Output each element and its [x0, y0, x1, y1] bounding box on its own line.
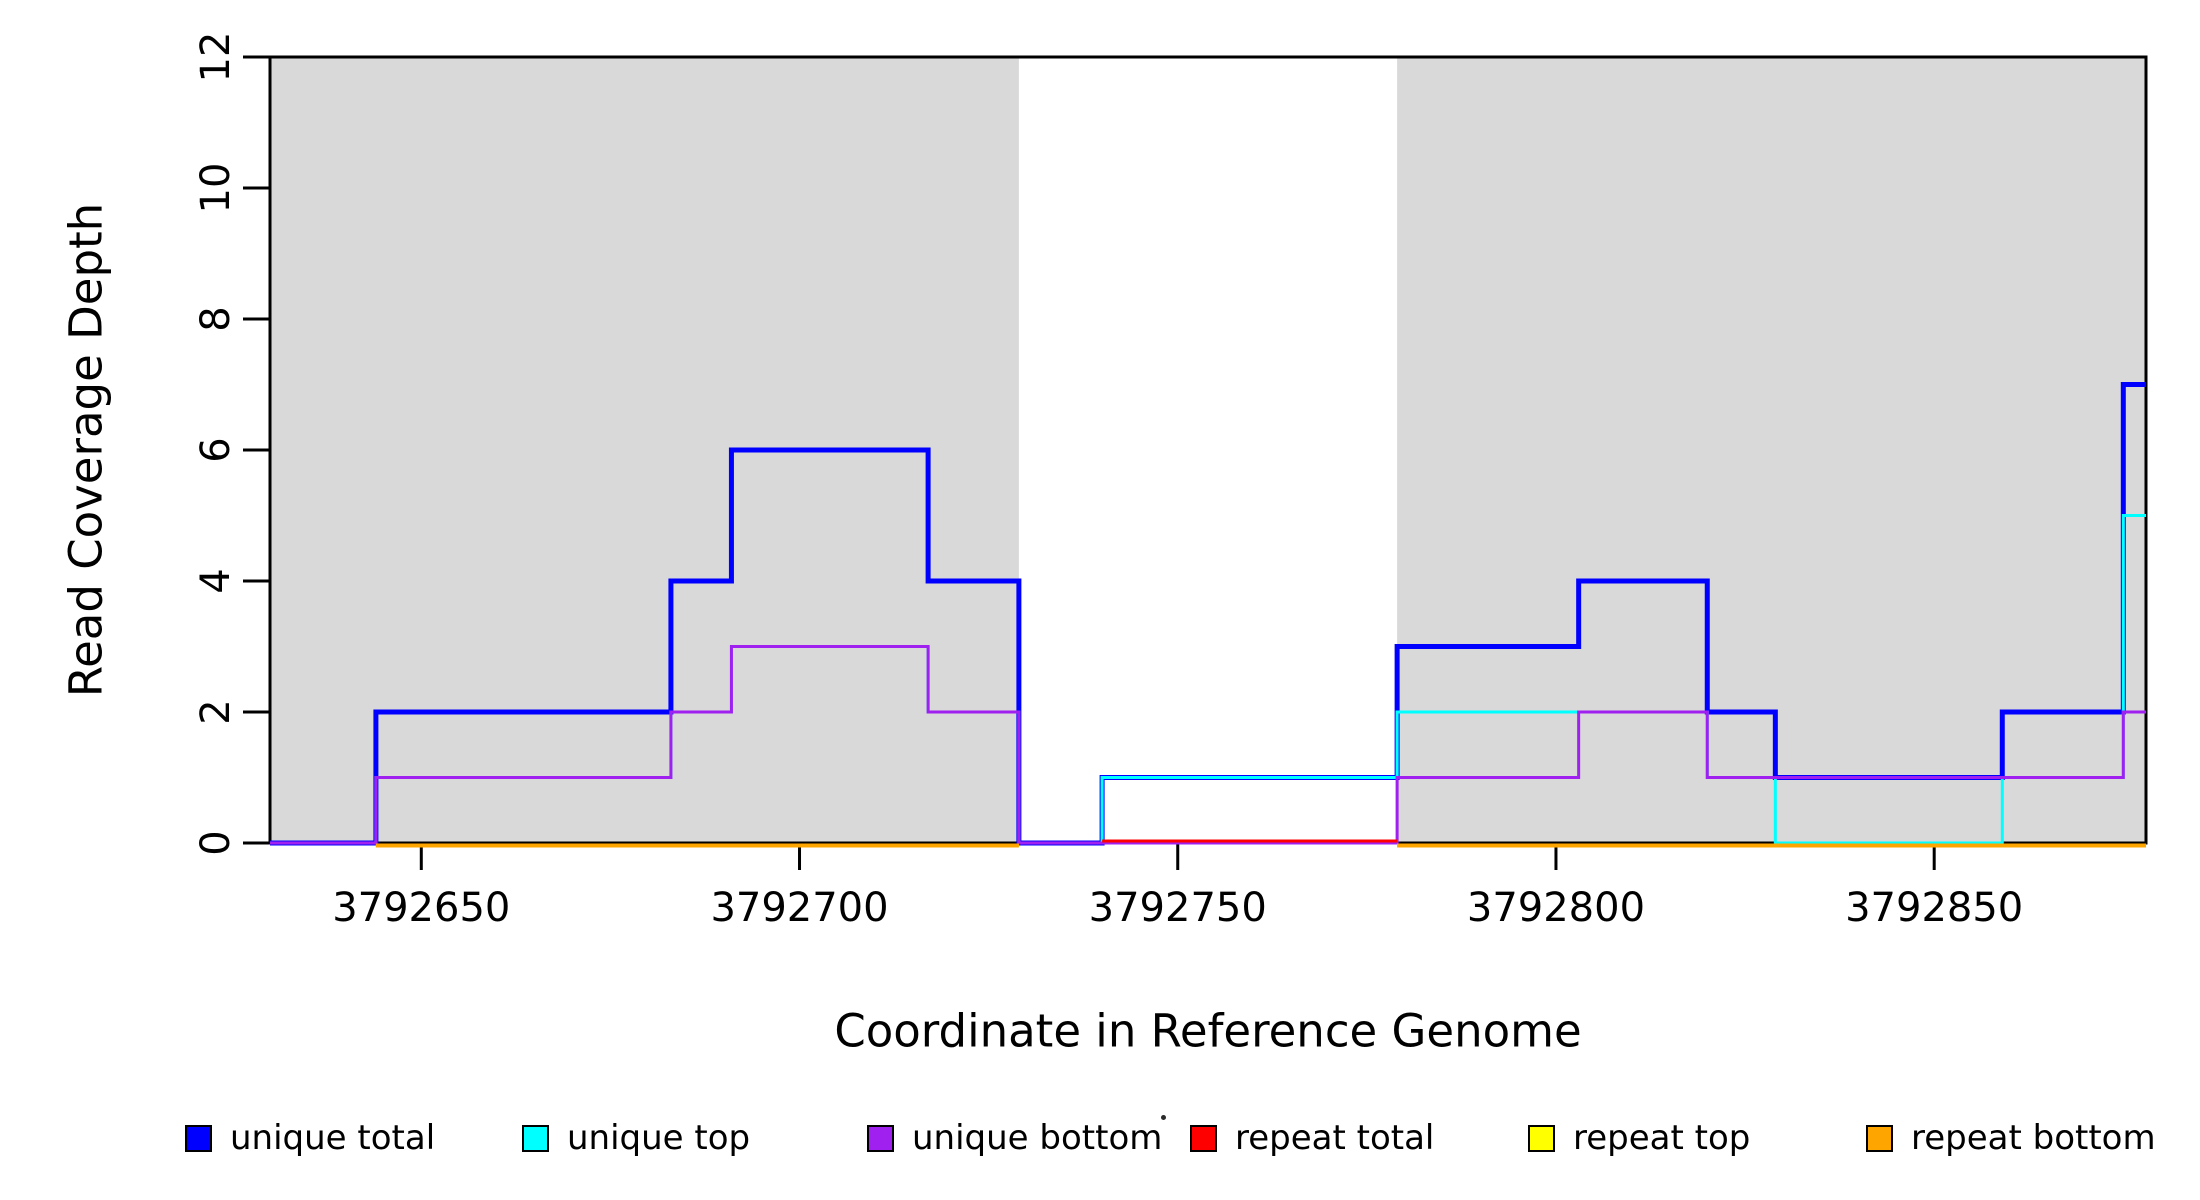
legend-label: unique bottom — [912, 1118, 1163, 1158]
x-tick-label: 3792750 — [1088, 885, 1267, 931]
x-tick-label: 3792850 — [1845, 885, 2024, 931]
y-tick-label: 8 — [193, 306, 239, 332]
repeat-region-shading — [1397, 57, 2146, 843]
legend-label: repeat top — [1573, 1118, 1751, 1158]
y-tick-label: 10 — [193, 162, 239, 214]
legend-swatch-repeat-bottom — [1866, 1124, 1893, 1152]
legend-label: repeat total — [1235, 1118, 1435, 1158]
x-axis-title: Coordinate in Reference Genome — [834, 1004, 1582, 1058]
y-tick-label: 4 — [193, 568, 239, 594]
stray-dot — [1161, 1115, 1166, 1120]
legend-label: unique total — [230, 1118, 436, 1158]
legend-item-repeat-bottom: repeat bottom — [1866, 1118, 2156, 1158]
legend-swatch-unique-total — [185, 1124, 212, 1152]
legend-item-repeat-top: repeat top — [1528, 1118, 1750, 1158]
legend-swatch-unique-bottom — [867, 1124, 894, 1152]
y-tick-label: 2 — [193, 699, 239, 725]
y-axis-title: Read Coverage Depth — [59, 202, 113, 698]
x-tick-label: 3792650 — [332, 885, 511, 931]
series-unique-bottom — [270, 645, 2146, 845]
y-tick-label: 0 — [193, 830, 239, 856]
x-tick-label: 3792800 — [1466, 885, 1646, 931]
legend-swatch-repeat-top — [1528, 1124, 1555, 1152]
legend-swatch-unique-top — [522, 1124, 549, 1152]
x-tick-label: 3792700 — [710, 885, 889, 931]
legend-item-unique-total: unique total — [185, 1118, 435, 1158]
legend-swatch-repeat-total — [1190, 1124, 1217, 1152]
legend-item-repeat-total: repeat total — [1190, 1118, 1434, 1158]
legend-item-unique-top: unique top — [522, 1118, 750, 1158]
legend-label: repeat bottom — [1911, 1118, 2156, 1158]
legend-label: unique top — [567, 1118, 751, 1158]
y-tick-label: 6 — [193, 437, 239, 463]
y-tick-label: 12 — [193, 31, 239, 83]
legend-item-unique-bottom: unique bottom — [867, 1118, 1162, 1158]
